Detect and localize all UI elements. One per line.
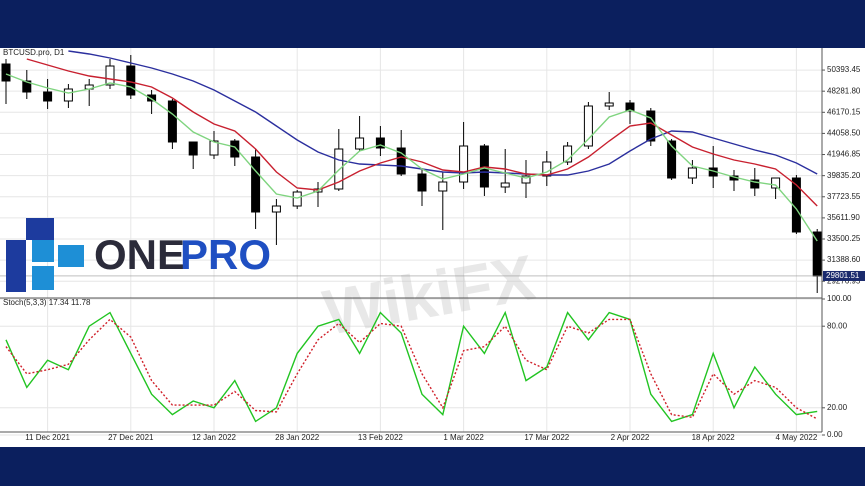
candle-body [292, 191, 302, 207]
candle-body [147, 94, 157, 102]
y-tick-label: 100.00 [827, 294, 852, 303]
y-tick-label: 37723.55 [827, 192, 861, 201]
logo-shape [6, 240, 26, 292]
candle-body [646, 110, 656, 142]
logo: ONE PRO [6, 218, 271, 292]
plot [0, 50, 822, 423]
candle-body [1, 63, 11, 82]
series-line [68, 50, 818, 176]
y-tick-label: 0.00 [827, 430, 843, 439]
y-tick-label: 33500.25 [827, 234, 861, 243]
x-tick-label: 11 Dec 2021 [25, 433, 70, 442]
candle-body [521, 175, 531, 184]
candle-body [459, 145, 469, 183]
x-tick-label: 17 Mar 2022 [524, 433, 569, 442]
candle-body [209, 140, 219, 156]
x-tick-label: 2 Apr 2022 [611, 433, 650, 442]
series-line [5, 318, 818, 420]
candle-body [687, 167, 697, 179]
candle-body [230, 140, 240, 158]
x-tick-label: 4 May 2022 [775, 433, 817, 442]
series-line [26, 58, 818, 207]
candle-body [105, 65, 115, 86]
candle-body [167, 100, 177, 143]
x-tick-label: 12 Jan 2022 [192, 433, 237, 442]
candle-body [271, 205, 281, 213]
x-tick-label: 28 Jan 2022 [275, 433, 320, 442]
bottom-band [0, 447, 865, 486]
price-title: BTCUSD.pro, D1 [3, 48, 65, 57]
candle-body [667, 140, 677, 179]
x-tick-label: 1 Mar 2022 [443, 433, 484, 442]
y-tick-label: 35611.90 [827, 213, 860, 222]
grid [0, 48, 822, 436]
candle-body [583, 105, 593, 147]
candle-body [375, 137, 385, 149]
candle-body [251, 156, 261, 213]
logo-shape [26, 218, 54, 240]
logo-shape [32, 240, 54, 262]
last-price-tag [823, 270, 865, 281]
candle-body [604, 102, 614, 107]
candle-body [750, 179, 760, 189]
candle-body [417, 173, 427, 192]
y-tick-label: 50393.45 [827, 65, 861, 74]
candle-body [771, 177, 781, 189]
series-line [5, 310, 818, 423]
candle-body [812, 231, 822, 277]
x-tick-label: 18 Apr 2022 [692, 433, 736, 442]
candle-body [438, 181, 448, 192]
candle-body [563, 145, 573, 163]
y-tick-label: 46170.15 [827, 107, 861, 116]
logo-text: ONE [94, 231, 185, 278]
candle-body [22, 80, 32, 93]
logo-shape [32, 266, 54, 290]
candle-body [126, 65, 136, 96]
y-tick-label: 44058.50 [827, 129, 861, 138]
x-tick-label: 27 Dec 2021 [108, 433, 154, 442]
stoch-title: Stoch(5,3,3) 17.34 11.78 [3, 298, 91, 307]
y-tick-label: 41946.85 [827, 150, 861, 159]
logo-text: PRO [180, 231, 271, 278]
candle-body [500, 182, 510, 188]
y-tick-label: 31388.60 [827, 255, 861, 264]
candle-body [396, 147, 406, 175]
top-band [0, 0, 865, 48]
candle-body [43, 91, 53, 102]
logo-shape [58, 245, 84, 267]
x-tick-label: 13 Feb 2022 [358, 433, 403, 442]
candle-body [63, 88, 73, 102]
last-price-label: 29801.51 [826, 271, 860, 280]
y-tick-label: 48281.80 [827, 86, 861, 95]
y-tick-label: 39835.20 [827, 171, 861, 180]
candle-body [334, 148, 344, 190]
candle-body [188, 141, 198, 156]
y-tick-label: 80.00 [827, 321, 848, 330]
series-line [5, 73, 818, 242]
candle-body [355, 137, 365, 150]
y-tick-label: 20.00 [827, 403, 848, 412]
candle-body [625, 102, 635, 112]
